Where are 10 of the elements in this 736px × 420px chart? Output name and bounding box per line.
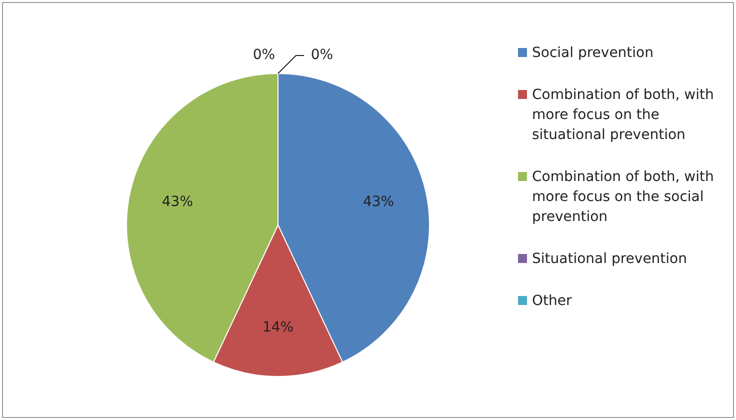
legend-label: Combination of both, with more focus on the situational prevention [531,86,715,145]
legend-label: Other [531,292,573,311]
text: 0% [252,47,276,64]
data-label: 14% [262,320,294,336]
data-label: 43% [362,194,394,210]
data-label: 43% [162,194,194,210]
legend-label: Situational prevention [531,250,688,269]
legend-label: Combination of both, with more focus on the social prevention [531,168,715,227]
legend-label: Social prevention [531,44,654,63]
text: 0% [310,47,334,64]
